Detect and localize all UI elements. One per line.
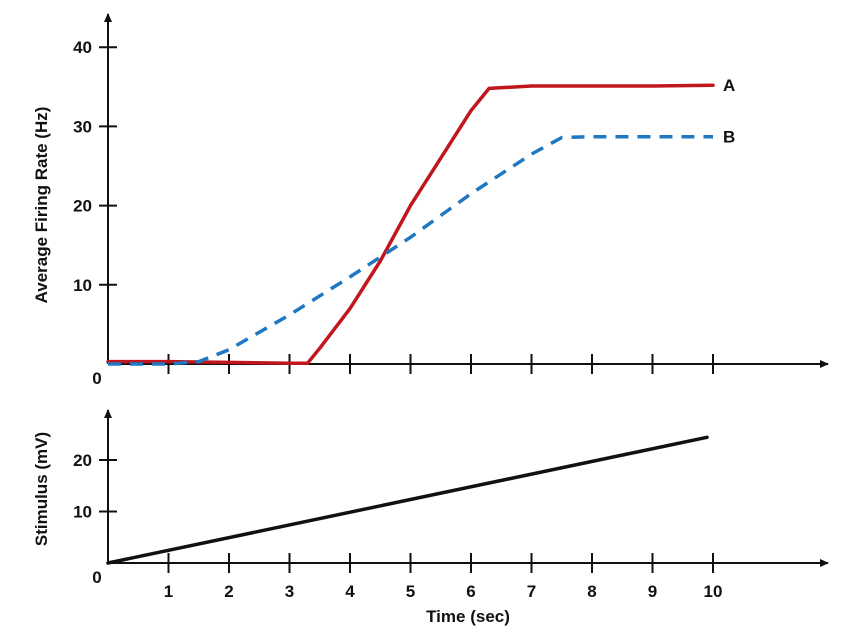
stimulus-x-tick-label: 5	[406, 582, 415, 601]
stimulus-x-tick-label: 8	[587, 582, 596, 601]
firing-rate-y-tick-label: 20	[73, 197, 92, 216]
firing-rate-y-tick-label: 40	[73, 38, 92, 57]
firing-rate-origin-label: 0	[92, 369, 101, 388]
stimulus-x-tick-label: 1	[164, 582, 173, 601]
stimulus-x-tick-label: 7	[527, 582, 536, 601]
stimulus-x-tick-label: 10	[704, 582, 723, 601]
stimulus-x-tick-label: 4	[345, 582, 355, 601]
firing-rate-y-axis-title: Average Firing Rate (Hz)	[32, 107, 51, 304]
stimulus-x-tick-label: 2	[224, 582, 233, 601]
stimulus-origin-label: 0	[92, 568, 101, 587]
series-label-a: A	[723, 76, 735, 95]
stimulus-x-tick-label: 3	[285, 582, 294, 601]
stimulus-y-tick-label: 10	[73, 503, 92, 522]
stimulus-x-tick-label: 6	[466, 582, 475, 601]
time-x-axis-title: Time (sec)	[426, 607, 510, 626]
stimulus-x-tick-label: 9	[648, 582, 657, 601]
firing-rate-series-line-b	[108, 134, 713, 366]
firing-rate-series-line-a	[106, 83, 715, 365]
firing-rate-panel: Average Firing Rate (Hz) 0 10 20 30 40 A B	[32, 13, 829, 388]
firing-rate-y-tick-label: 30	[73, 117, 92, 136]
stimulus-y-tick-label: 20	[73, 451, 92, 470]
series-label-b: B	[723, 128, 735, 147]
stimulus-series-line	[106, 435, 709, 565]
stimulus-panel: Stimulus (mV) 0 Time (sec) 1 2 3 4 5 6 7 8 9 10 10…	[32, 409, 829, 626]
stimulus-y-axis-title: Stimulus (mV)	[32, 432, 51, 546]
firing-rate-y-tick-label: 10	[73, 276, 92, 295]
